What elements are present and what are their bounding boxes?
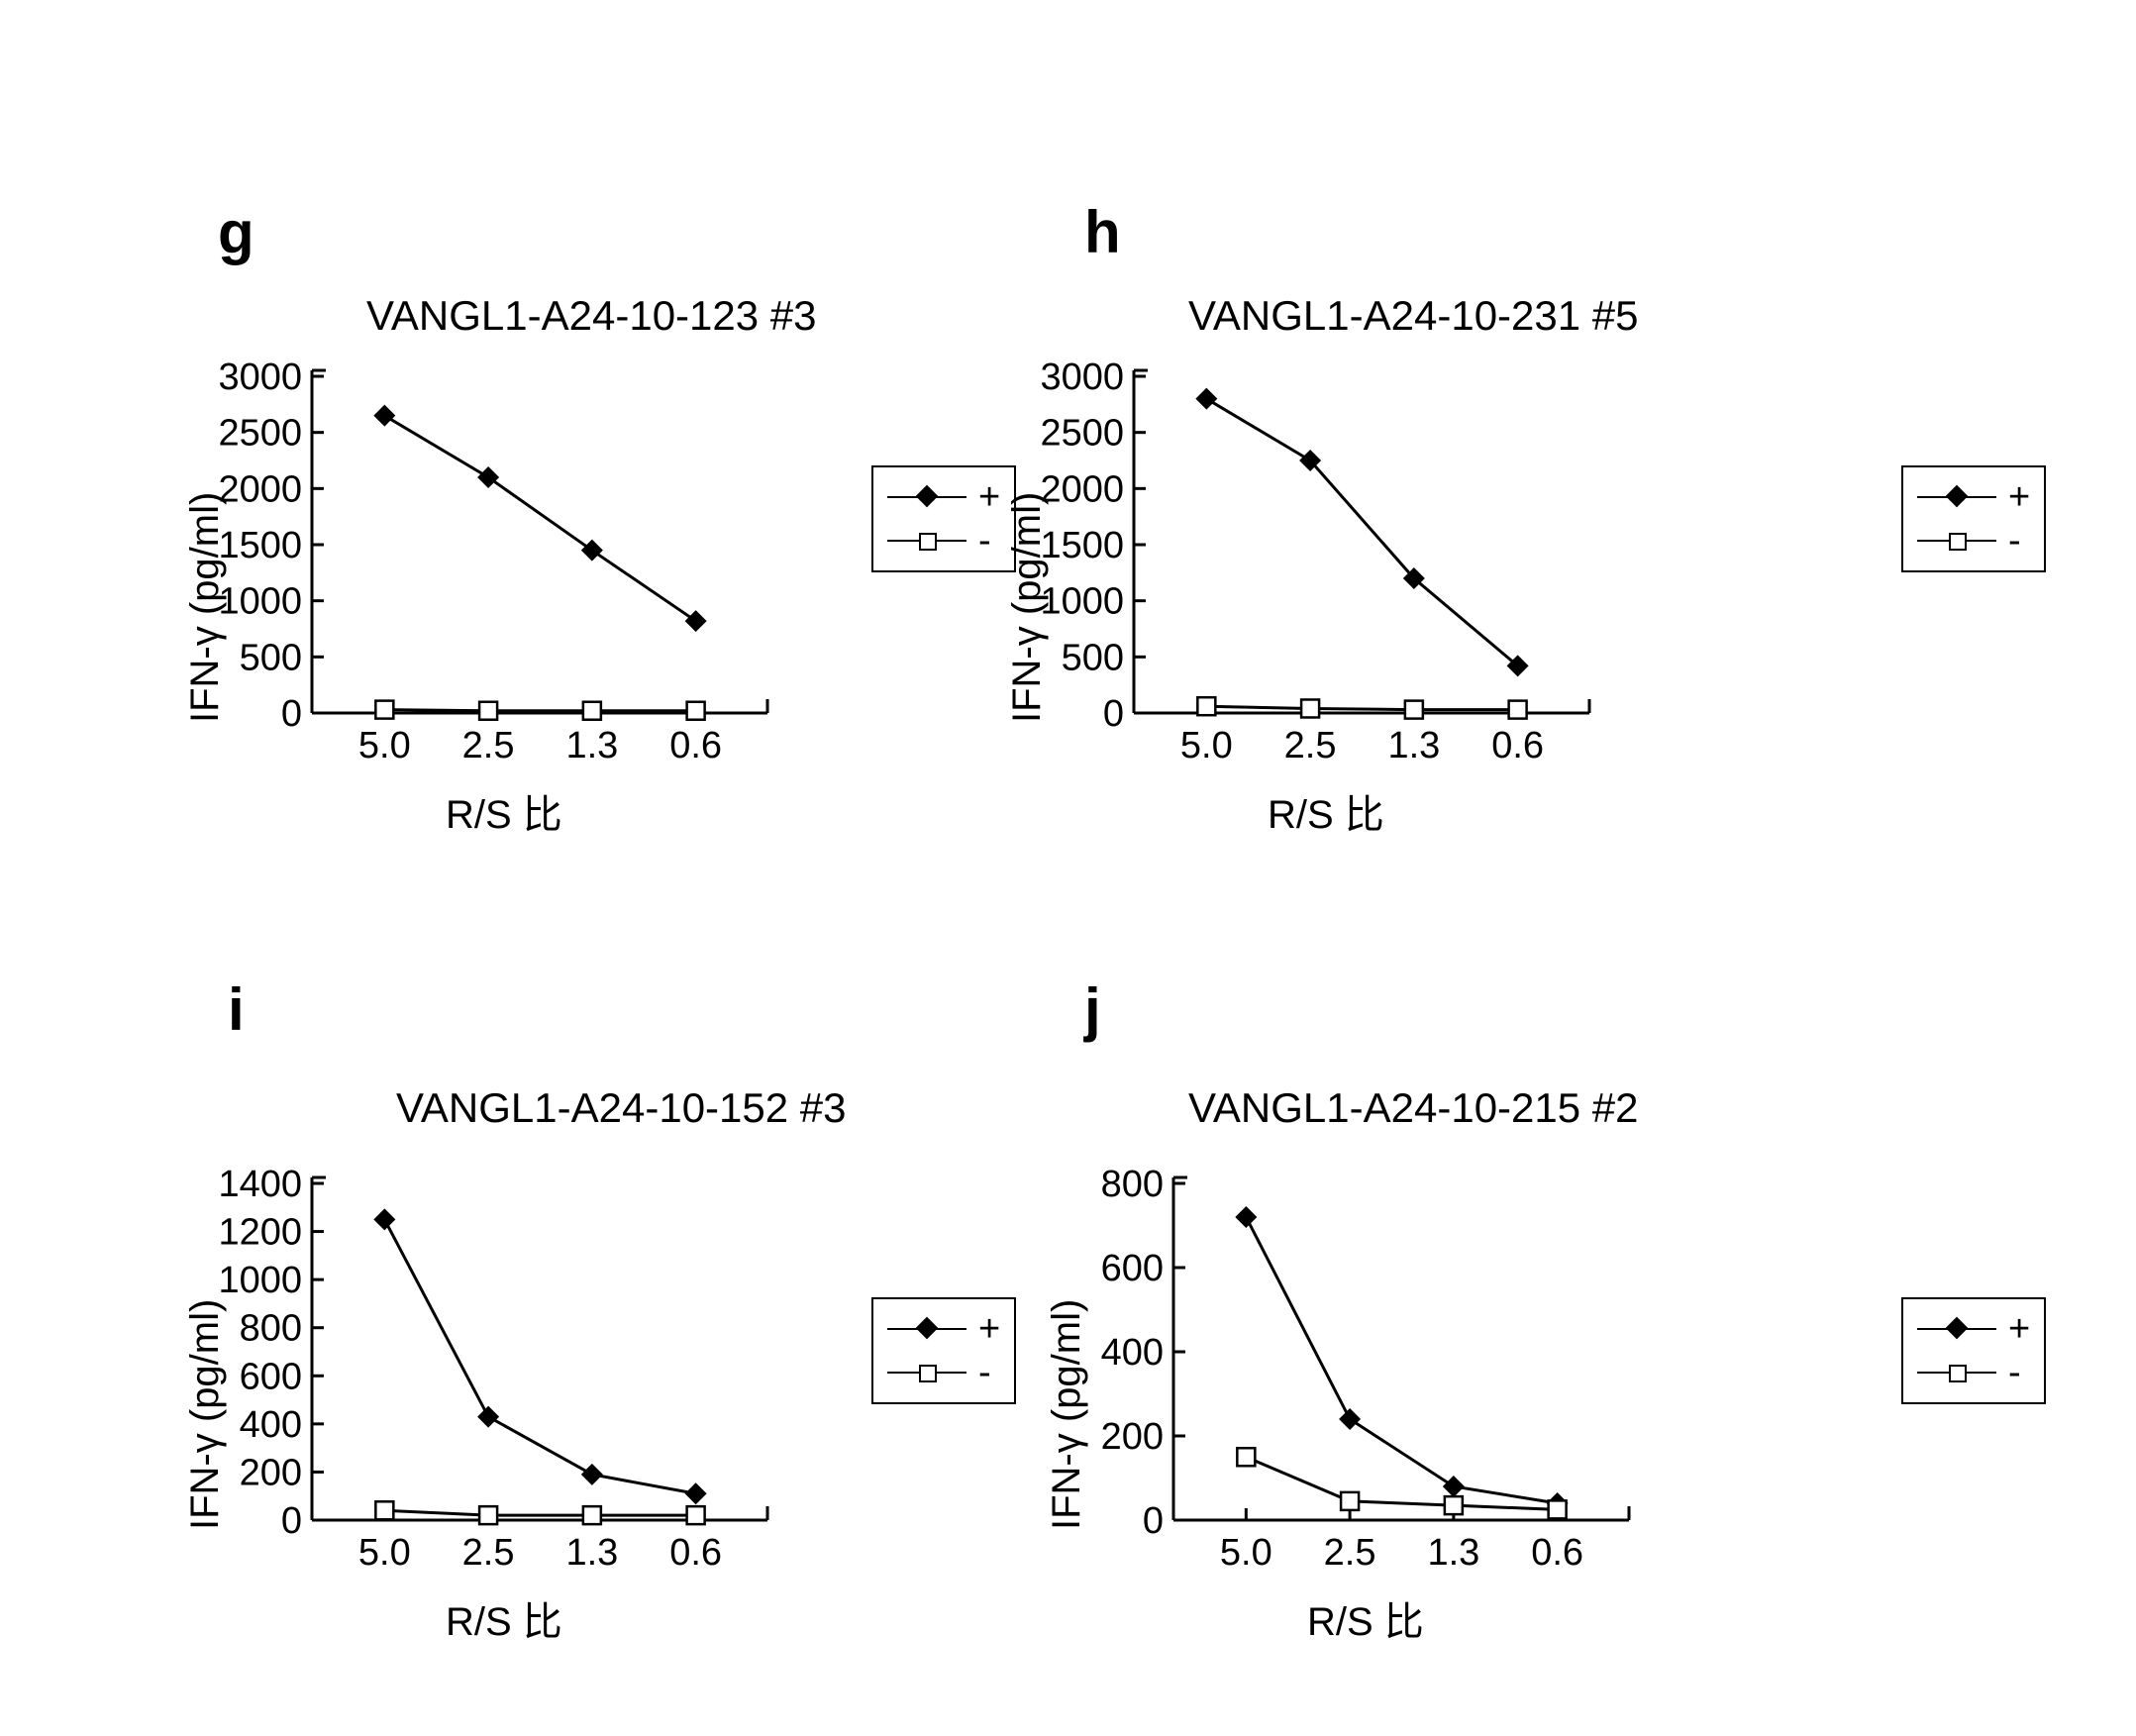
panel-label-i: i: [228, 975, 245, 1044]
panel-label-h: h: [1084, 198, 1121, 266]
chart-j: 02004006008005.02.51.30.6: [1169, 1174, 1723, 1639]
svg-text:2.5: 2.5: [462, 725, 515, 766]
legend-label-minus: -: [2008, 1352, 2021, 1394]
svg-text:1.3: 1.3: [565, 1532, 618, 1574]
chart-g: 0500100015002000250030005.02.51.30.6: [307, 366, 862, 832]
xlabel-h: R/S 比: [1268, 782, 1384, 840]
svg-text:0.6: 0.6: [669, 725, 722, 766]
legend-item-plus: +: [1917, 475, 2030, 519]
legend-label-minus: -: [978, 1352, 991, 1394]
chart-title-h: VANGL1-A24-10-231 #5: [1188, 292, 1639, 340]
svg-text:0.6: 0.6: [669, 1532, 722, 1574]
svg-text:5.0: 5.0: [1220, 1532, 1272, 1574]
svg-text:1400: 1400: [218, 1164, 302, 1205]
svg-text:0.6: 0.6: [1491, 725, 1544, 766]
legend-h: + -: [1901, 465, 2046, 572]
svg-text:2500: 2500: [218, 413, 302, 455]
panel-label-g: g: [218, 198, 254, 266]
svg-text:1.3: 1.3: [565, 725, 618, 766]
chart-title-i: VANGL1-A24-10-152 #3: [396, 1084, 847, 1132]
svg-text:2000: 2000: [1040, 468, 1124, 510]
chart-title-j: VANGL1-A24-10-215 #2: [1188, 1084, 1639, 1132]
svg-text:2.5: 2.5: [1284, 725, 1337, 766]
svg-text:1200: 1200: [218, 1212, 302, 1254]
legend-item-plus: +: [1917, 1307, 2030, 1351]
legend-item-minus: -: [1917, 519, 2030, 562]
chart-title-g: VANGL1-A24-10-123 #3: [366, 292, 817, 340]
legend-label-minus: -: [978, 520, 991, 562]
legend-label-plus: +: [2008, 476, 2030, 519]
legend-item-minus: -: [1917, 1351, 2030, 1394]
svg-text:2.5: 2.5: [462, 1532, 515, 1574]
svg-text:0: 0: [1143, 1500, 1164, 1542]
svg-text:600: 600: [240, 1356, 302, 1397]
chart-h: 0500100015002000250030005.02.51.30.6: [1129, 366, 1683, 832]
svg-text:2500: 2500: [1040, 413, 1124, 455]
svg-text:1000: 1000: [218, 581, 302, 623]
svg-text:1500: 1500: [1040, 525, 1124, 566]
svg-text:1500: 1500: [218, 525, 302, 566]
svg-text:1.3: 1.3: [1387, 725, 1440, 766]
legend-item-plus: +: [887, 475, 1000, 519]
svg-text:1000: 1000: [1040, 581, 1124, 623]
svg-text:600: 600: [1101, 1248, 1164, 1289]
svg-text:5.0: 5.0: [358, 725, 411, 766]
svg-text:1000: 1000: [218, 1260, 302, 1301]
legend-i: + -: [871, 1297, 1016, 1404]
legend-item-plus: +: [887, 1307, 1000, 1351]
svg-text:3000: 3000: [1040, 357, 1124, 398]
xlabel-i: R/S 比: [446, 1589, 562, 1647]
svg-text:3000: 3000: [218, 357, 302, 398]
chart-i: 02004006008001000120014005.02.51.30.6: [307, 1174, 862, 1639]
svg-text:0: 0: [281, 693, 302, 735]
svg-text:200: 200: [240, 1452, 302, 1493]
svg-text:1.3: 1.3: [1427, 1532, 1479, 1574]
legend-label-plus: +: [978, 1308, 1000, 1351]
ylabel-j: IFN-γ (pg/ml): [1045, 1299, 1089, 1530]
legend-item-minus: -: [887, 1351, 1000, 1394]
legend-j: + -: [1901, 1297, 2046, 1404]
svg-text:800: 800: [1101, 1164, 1164, 1205]
svg-text:0: 0: [281, 1500, 302, 1542]
svg-text:0: 0: [1103, 693, 1124, 735]
xlabel-g: R/S 比: [446, 782, 562, 840]
svg-text:0.6: 0.6: [1531, 1532, 1583, 1574]
legend-item-minus: -: [887, 519, 1000, 562]
svg-text:5.0: 5.0: [1180, 725, 1233, 766]
panel-label-j: j: [1084, 975, 1101, 1044]
figure-page: g VANGL1-A24-10-123 #3 IFN-γ (pg/ml) 0 50…: [0, 0, 2136, 1736]
legend-label-plus: +: [978, 476, 1000, 519]
svg-text:2000: 2000: [218, 468, 302, 510]
legend-label-plus: +: [2008, 1308, 2030, 1351]
xlabel-j: R/S 比: [1307, 1589, 1424, 1647]
ylabel-i: IFN-γ (pg/ml): [183, 1299, 228, 1530]
svg-text:500: 500: [1062, 637, 1124, 678]
svg-text:500: 500: [240, 637, 302, 678]
svg-text:400: 400: [1101, 1332, 1164, 1374]
svg-text:5.0: 5.0: [358, 1532, 411, 1574]
svg-text:2.5: 2.5: [1324, 1532, 1376, 1574]
legend-label-minus: -: [2008, 520, 2021, 562]
svg-text:200: 200: [1101, 1416, 1164, 1458]
svg-text:400: 400: [240, 1404, 302, 1446]
legend-g: + -: [871, 465, 1016, 572]
svg-text:800: 800: [240, 1308, 302, 1350]
